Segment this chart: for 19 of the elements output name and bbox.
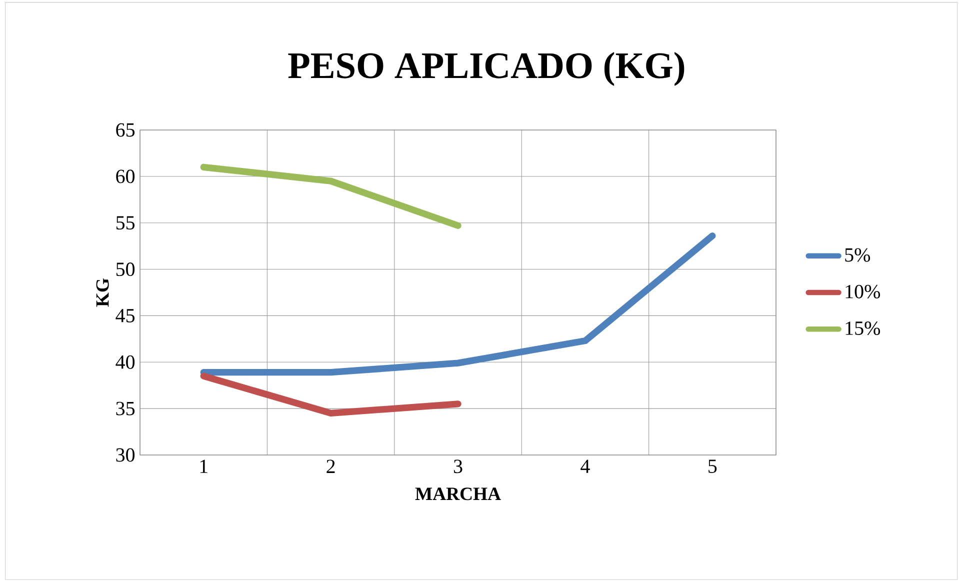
x-tick-label: 1 (200, 460, 208, 473)
y-tick-label: 60 (116, 170, 135, 184)
y-tick-label: 50 (116, 262, 135, 276)
y-axis-title: KG (96, 278, 109, 307)
x-tick-label: 5 (708, 460, 717, 473)
x-tick-label: 3 (454, 460, 462, 474)
legend-label: 10% (846, 284, 880, 298)
legend-label: 15% (846, 321, 880, 336)
x-tick-label: 2 (326, 460, 335, 473)
y-tick-label: 65 (116, 123, 135, 137)
y-tick-label: 40 (116, 355, 135, 369)
chart-title: PESO APLICADO (KG) (288, 52, 684, 86)
x-tick-label: 4 (580, 460, 590, 473)
y-tick-label: 30 (116, 448, 135, 462)
y-tick-label: 35 (116, 402, 135, 416)
y-tick-label: 45 (116, 309, 135, 322)
legend-label: 5% (845, 248, 870, 262)
y-tick-label: 55 (116, 216, 135, 230)
x-axis-title: MARCHA (415, 488, 501, 500)
